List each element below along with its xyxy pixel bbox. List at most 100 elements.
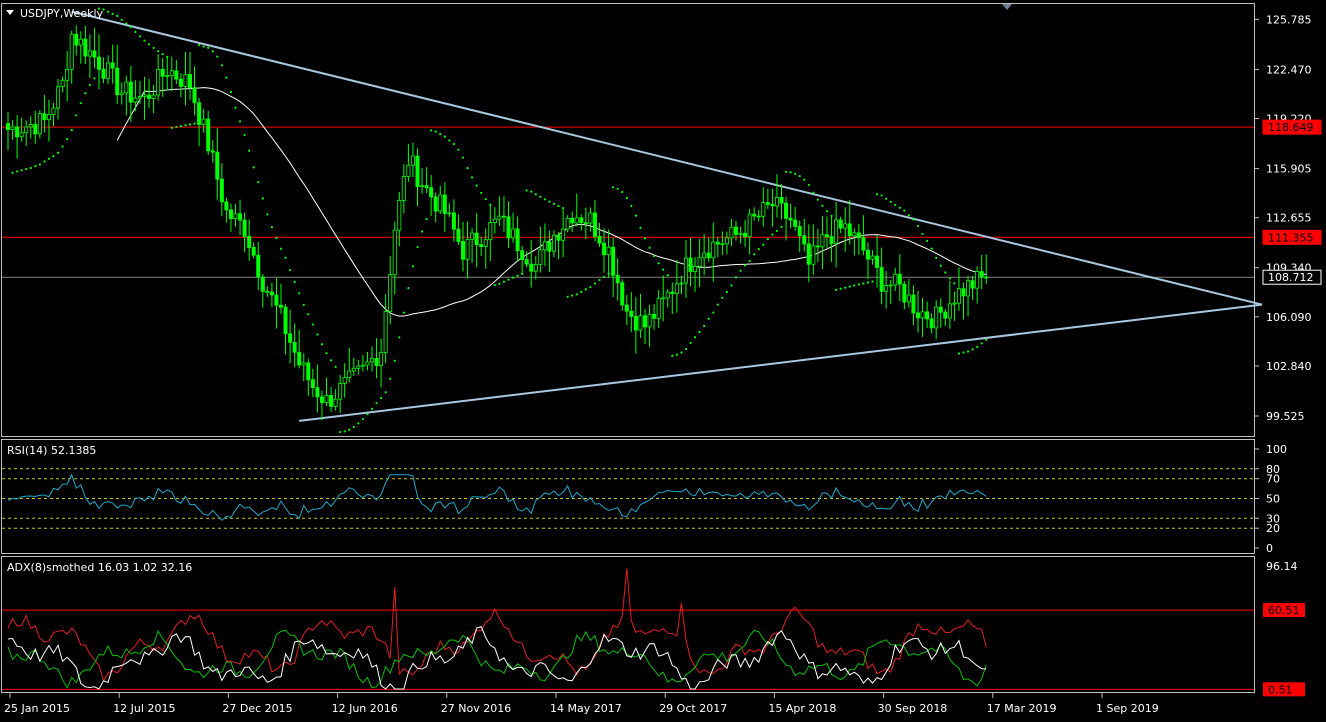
sar-dot xyxy=(193,122,196,125)
sar-dot xyxy=(530,190,533,193)
main-price-plot[interactable] xyxy=(2,7,1263,434)
sar-dot xyxy=(307,313,310,316)
sar-dot xyxy=(102,8,105,11)
sar-dot xyxy=(457,148,460,151)
candle-body xyxy=(674,283,679,294)
sar-dot xyxy=(985,338,988,341)
candle-body xyxy=(433,196,438,212)
candle-body xyxy=(301,362,306,366)
sar-dot xyxy=(34,165,37,168)
sar-dot xyxy=(976,345,979,349)
candle-body xyxy=(69,33,74,70)
candle-body xyxy=(533,264,538,272)
candle-body xyxy=(415,155,420,187)
adx-level-tag-label: 0.51 xyxy=(1268,683,1293,696)
price-tick-label: 125.785 xyxy=(1266,13,1312,26)
candle-body xyxy=(97,56,102,70)
candle-body xyxy=(51,107,56,115)
adx-plot[interactable]: 60.51 0.51 xyxy=(2,568,1305,697)
candle-body xyxy=(511,228,516,239)
upper-trendline[interactable] xyxy=(71,10,1263,306)
sar-dot xyxy=(320,343,324,346)
sar-dot xyxy=(334,365,337,368)
candle-body xyxy=(715,241,720,245)
candle-body xyxy=(74,33,79,46)
candle-body xyxy=(583,222,588,225)
sar-dot xyxy=(580,290,583,293)
sar-dot xyxy=(548,200,551,203)
lower-trendline[interactable] xyxy=(299,303,1263,422)
rsi-tick-label: 30 xyxy=(1266,512,1280,525)
sar-dot xyxy=(202,45,205,48)
candle-body xyxy=(606,246,611,256)
sar-dot xyxy=(935,256,938,259)
candle-body xyxy=(643,315,648,328)
sar-dot xyxy=(671,354,674,357)
sar-dot xyxy=(152,46,155,50)
candle-body xyxy=(479,244,484,247)
candle-body xyxy=(283,306,288,335)
candle-body xyxy=(83,38,88,57)
candle-body xyxy=(865,249,870,260)
sar-dot xyxy=(47,157,51,160)
sar-dot xyxy=(175,125,178,129)
sar-dot xyxy=(179,125,182,128)
sar-dot xyxy=(448,139,451,142)
sar-dot xyxy=(25,167,28,171)
rsi-line xyxy=(7,473,987,521)
triangle-down-icon[interactable] xyxy=(6,10,14,15)
time-axis: 25 Jan 2015 12 Jul 2015 27 Dec 2015 12 Jun … xyxy=(4,693,1159,715)
candle-body xyxy=(797,226,802,237)
candle-body xyxy=(652,313,657,319)
sar-dot xyxy=(589,285,592,289)
candle-body xyxy=(875,255,880,268)
candle-body xyxy=(802,235,807,245)
sar-dot xyxy=(170,126,173,129)
sar-dot xyxy=(352,425,355,429)
candles xyxy=(6,25,989,421)
candle-body xyxy=(838,219,843,229)
candle-body xyxy=(911,294,916,314)
sar-dot xyxy=(120,18,123,21)
candle-body xyxy=(975,271,980,289)
candle-body xyxy=(538,249,543,265)
sar-dot xyxy=(52,155,55,158)
sar-dot xyxy=(612,186,615,189)
sar-dot xyxy=(75,114,78,117)
sar-dot xyxy=(79,102,82,105)
sar-dot xyxy=(425,218,428,221)
shift-marker-icon[interactable] xyxy=(1002,4,1012,10)
rsi-plot[interactable] xyxy=(2,468,1254,529)
candle-body xyxy=(160,68,165,77)
sar-dot xyxy=(621,190,624,194)
candle-body xyxy=(460,241,465,260)
candle-body xyxy=(224,201,229,211)
candle-body xyxy=(656,297,661,319)
candle-body xyxy=(847,223,852,237)
sar-dot xyxy=(416,245,419,249)
sar-dot xyxy=(475,184,478,187)
sar-dot xyxy=(116,14,119,17)
candle-body xyxy=(101,68,106,79)
candle-body xyxy=(165,75,170,77)
candle-body xyxy=(879,267,884,292)
sar-dot xyxy=(257,181,260,184)
sar-dot xyxy=(816,198,820,201)
price-tick-label: 112.655 xyxy=(1266,212,1312,225)
sar-dot xyxy=(839,287,842,290)
candle-body xyxy=(110,62,115,69)
sar-dot xyxy=(825,210,829,213)
sar-dot xyxy=(602,275,606,278)
sar-dot xyxy=(134,30,137,33)
sar-dot xyxy=(939,264,942,267)
sar-dot xyxy=(630,204,633,208)
sar-dot xyxy=(966,350,970,353)
sar-dot xyxy=(903,209,906,212)
price-axis: 125.785122.470119.220115.905112.655109.3… xyxy=(1254,13,1312,423)
sar-dot xyxy=(798,174,801,178)
sar-dot xyxy=(539,195,542,198)
candle-body xyxy=(156,68,161,96)
sar-dot xyxy=(962,351,965,354)
sar-dot xyxy=(443,135,446,138)
